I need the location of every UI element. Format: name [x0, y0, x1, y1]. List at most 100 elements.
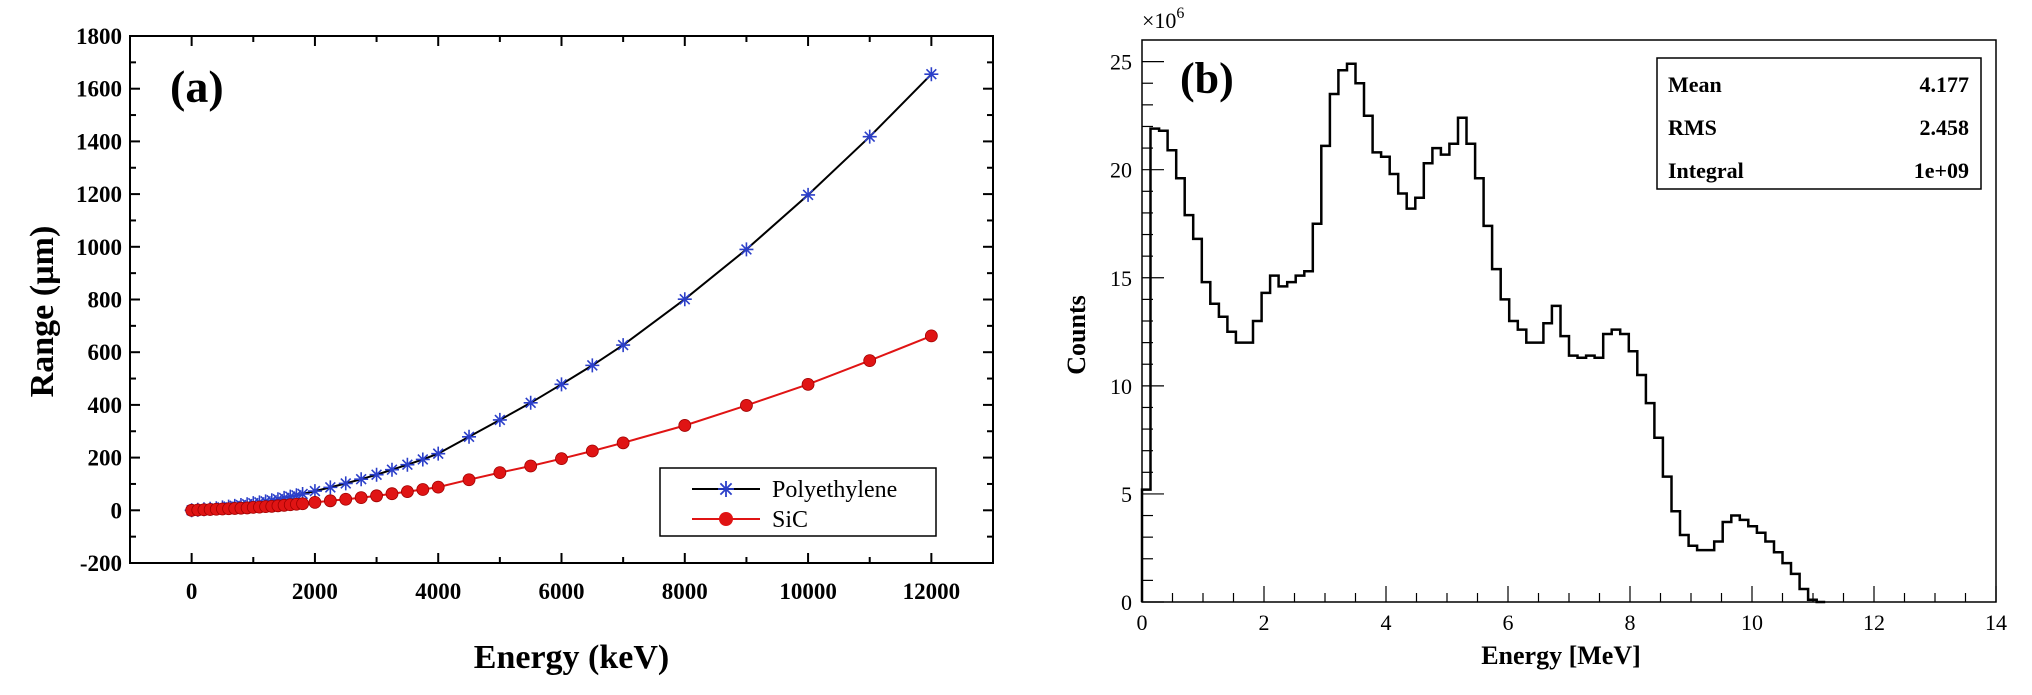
panel-a-y-axis-label: Range (µm) [24, 226, 61, 398]
sic-point [555, 452, 568, 466]
panel-b-label: (b) [1180, 54, 1234, 103]
sic-point [323, 494, 337, 508]
panel-b-x-tick-label: 4 [1381, 610, 1392, 635]
polyethylene-point [277, 490, 292, 505]
polyethylene-point [354, 472, 369, 487]
panel-a-x-axis-label: Energy (keV) [474, 639, 669, 676]
panel-b-y-exponent: ×106 [1142, 5, 1184, 33]
polyethylene-point [307, 484, 322, 499]
panel-b-x-tick-label: 8 [1625, 610, 1636, 635]
panel-a-y-tick-label: -200 [80, 551, 122, 576]
panel-a-x-tick-label: 10000 [779, 579, 837, 604]
sic-point [416, 483, 430, 496]
panel-a: 0 2000 4000 6000 8000 10000 12000 -200 0 200 400 60… [24, 24, 994, 676]
sic-point [308, 495, 322, 509]
series-line-polyethylene [191, 73, 933, 512]
panel-a-y-tick-label: 400 [88, 393, 123, 418]
stats-value: 2.458 [1920, 115, 1970, 140]
sic-point [296, 497, 310, 511]
sic-point [370, 489, 383, 503]
panel-a-label: (a) [170, 61, 224, 112]
sic-point [385, 487, 399, 501]
polyethylene-point [862, 129, 877, 144]
panel-a-ticks: 0 2000 4000 6000 8000 10000 12000 -200 0 200 400 60… [76, 24, 994, 604]
sic-point [924, 329, 938, 343]
polyethylene-point [677, 292, 692, 307]
sic-point [339, 492, 353, 506]
polyethylene-point [523, 395, 538, 410]
legend-box [659, 467, 937, 537]
panel-b-stats-box: Mean 4.177 RMS 2.458 Integral 1e+09 [1656, 57, 1982, 190]
stats-value: 1e+09 [1914, 158, 1969, 183]
panel-b-ticks: 0 2 4 6 8 10 12 14 0 5 10 15 20 25 [1110, 50, 2007, 635]
panel-a-y-tick-label: 200 [88, 446, 123, 471]
panel-a-y-tick-label: 1000 [76, 235, 122, 260]
panel-b-y-tick-label: 20 [1110, 158, 1132, 183]
polyethylene-point [585, 358, 600, 373]
panel-b-x-tick-label: 2 [1259, 610, 1270, 635]
polyethylene-point [801, 187, 816, 202]
sic-point [616, 436, 630, 450]
polyethylene-point [400, 457, 415, 472]
panel-a-x-tick-label: 2000 [292, 579, 338, 604]
panel-a-y-tick-label: 1800 [76, 24, 122, 49]
sic-point [678, 419, 692, 432]
panel-b-y-exponent-power: 6 [1176, 5, 1184, 22]
polyethylene-point [283, 489, 298, 504]
panel-b-y-tick-label: 0 [1121, 590, 1132, 615]
stats-label: Integral [1668, 158, 1744, 183]
sic-point [493, 466, 507, 480]
panel-a-y-tick-label: 1400 [76, 129, 122, 154]
panel-a-y-tick-label: 0 [111, 498, 123, 523]
polyethylene-point [462, 429, 477, 444]
panel-a-x-tick-label: 4000 [415, 579, 461, 604]
panel-b-y-tick-label: 15 [1110, 266, 1132, 291]
sic-point [400, 485, 414, 498]
panel-a-x-tick-label: 0 [186, 579, 198, 604]
legend-label: SiC [772, 507, 808, 533]
panel-a-y-tick-label: 600 [88, 340, 123, 365]
sic-point [524, 459, 538, 473]
stats-label: Mean [1668, 72, 1722, 97]
panel-a-y-tick-label: 1200 [76, 182, 122, 207]
sic-point [801, 377, 815, 391]
panel-b-x-tick-label: 10 [1741, 610, 1763, 635]
panel-a-legend: Polyethylene SiC [659, 467, 937, 537]
sic-point [431, 480, 445, 494]
panel-a-y-tick-label: 1600 [76, 77, 122, 102]
stats-value: 4.177 [1920, 72, 1970, 97]
panel-a-x-tick-label: 12000 [903, 579, 961, 604]
panel-a-x-tick-label: 6000 [539, 579, 585, 604]
polyethylene-point [415, 452, 430, 467]
polyethylene-point [492, 412, 507, 427]
sic-point [740, 399, 753, 412]
polyethylene-point [739, 242, 754, 257]
polyethylene-point [616, 338, 631, 353]
panel-b: 0 2 4 6 8 10 12 14 0 5 10 15 20 25 (b) Energy [MeV] C… [1062, 5, 2007, 670]
panel-b-y-exponent-base: ×10 [1142, 8, 1176, 33]
polyethylene-point [323, 480, 338, 495]
stats-label: RMS [1668, 115, 1717, 140]
legend-marker [718, 481, 734, 497]
sic-point [585, 444, 599, 458]
legend-marker [719, 512, 733, 526]
panel-b-y-tick-label: 5 [1121, 482, 1132, 507]
sic-point [462, 473, 476, 487]
panel-b-x-tick-label: 14 [1985, 610, 2007, 635]
polyethylene-point [338, 476, 353, 491]
polyethylene-point [270, 492, 285, 507]
sic-point [863, 354, 877, 368]
polyethylene-point [295, 486, 310, 501]
panel-b-y-axis-label: Counts [1062, 295, 1091, 374]
panel-b-y-tick-label: 10 [1110, 374, 1132, 399]
panel-b-x-axis-label: Energy [MeV] [1481, 641, 1641, 670]
panel-a-x-tick-label: 8000 [662, 579, 708, 604]
panel-b-y-tick-label: 25 [1110, 50, 1132, 75]
polyethylene-point [384, 462, 399, 477]
sic-point [354, 491, 368, 505]
polyethylene-point [924, 67, 939, 82]
stats-box-frame [1656, 57, 1982, 190]
panel-a-y-tick-label: 800 [88, 288, 123, 313]
panel-b-x-tick-label: 0 [1137, 610, 1148, 635]
